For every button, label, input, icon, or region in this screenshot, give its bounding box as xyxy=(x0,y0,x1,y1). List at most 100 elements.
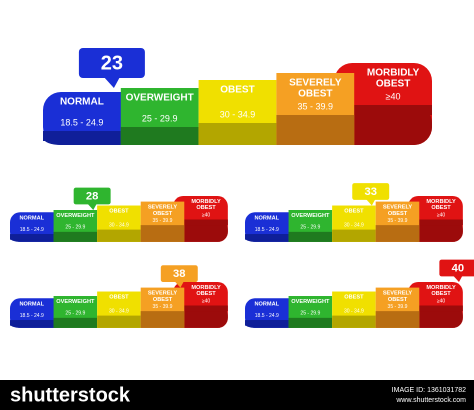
segment-shade xyxy=(120,127,199,145)
indicator-pointer xyxy=(366,199,376,206)
segment-label: OBEST xyxy=(431,205,451,211)
segment-label: MORBIDLY xyxy=(191,285,221,291)
segment-range: 25 - 29.9 xyxy=(142,113,178,123)
scale-segment: NORMAL 18.5 - 24.9 xyxy=(43,92,141,145)
segment-shade xyxy=(276,115,355,145)
segment-shade xyxy=(332,229,376,242)
segment-label: SEVERELY xyxy=(383,205,413,211)
segment-shade xyxy=(10,320,65,326)
segment-label: OBEST xyxy=(153,297,173,303)
segment-label: MORBIDLY xyxy=(191,199,221,205)
segment-label: MORBIDLY xyxy=(367,68,420,79)
scale-segment: NORMAL 18.5 - 24.9 xyxy=(10,298,65,328)
indicator-value: 40 xyxy=(452,263,464,275)
segment-range: ≥40 xyxy=(437,212,446,218)
segment-label: OBEST xyxy=(196,291,216,297)
scale-segment: NORMAL 18.5 - 24.9 xyxy=(245,212,300,242)
segment-label: OBEST xyxy=(431,291,451,297)
segment-range: 35 - 39.9 xyxy=(153,218,173,224)
segment-shade xyxy=(334,105,432,115)
segment-range: 30 - 34.9 xyxy=(220,109,256,119)
segment-shade xyxy=(288,231,333,242)
scale-segment: NORMAL 18.5 - 24.9 xyxy=(245,298,300,328)
segment-label: SEVERELY xyxy=(383,291,413,297)
segment-shade xyxy=(332,315,376,328)
indicator-pointer xyxy=(453,275,463,282)
scale-segment: OBEST 30 - 34.9 xyxy=(97,291,141,328)
segment-label: NORMAL xyxy=(60,97,104,108)
segment-label: OVERWEIGHT xyxy=(126,93,194,104)
segment-label: NORMAL xyxy=(255,215,280,221)
segment-range: 30 - 34.9 xyxy=(344,222,364,228)
segment-shade xyxy=(53,231,98,242)
segment-range: 18.5 - 24.9 xyxy=(255,227,279,233)
scale-segment: NORMAL 18.5 - 24.9 xyxy=(10,212,65,242)
segment-range: 25 - 29.9 xyxy=(300,311,320,317)
segment-shade xyxy=(43,131,141,141)
segment-shade xyxy=(408,219,463,242)
scale-segment: OBEST 30 - 34.9 xyxy=(198,80,277,145)
footer-url: www.shutterstock.com xyxy=(395,397,466,404)
segment-shade xyxy=(375,311,420,328)
segment-shade xyxy=(375,225,420,242)
segment-range: 30 - 34.9 xyxy=(344,308,364,314)
indicator-box xyxy=(160,265,198,282)
segment-range: ≥40 xyxy=(437,298,446,304)
segment-range: 18.5 - 24.9 xyxy=(255,313,279,319)
segment-label: OBEST xyxy=(376,79,410,90)
segment-label: NORMAL xyxy=(20,301,45,307)
segment-shade xyxy=(140,311,185,328)
scale-segment: OVERWEIGHT 25 - 29.9 xyxy=(53,296,98,328)
segment-label: OBEST xyxy=(220,85,254,96)
segment-label: NORMAL xyxy=(20,215,45,221)
segment-shade xyxy=(198,123,277,145)
segment-shade xyxy=(97,315,141,328)
segment-shade xyxy=(10,234,65,240)
segment-shade xyxy=(408,305,463,312)
segment-range: 30 - 34.9 xyxy=(109,308,129,314)
scale-segment: OVERWEIGHT 25 - 29.9 xyxy=(120,88,199,145)
segment-shade xyxy=(140,225,185,242)
indicator-box xyxy=(73,187,111,205)
scale-segment: OVERWEIGHT 25 - 29.9 xyxy=(288,296,333,328)
segment-range: 18.5 - 24.9 xyxy=(60,117,103,127)
segment-label: OBEST xyxy=(344,295,364,301)
segment-shade xyxy=(53,317,98,328)
indicator-value: 23 xyxy=(101,52,123,74)
indicator-pointer xyxy=(103,77,120,88)
segment-label: SEVERELY xyxy=(148,291,178,297)
segment-label: OBEST xyxy=(388,297,408,303)
segment-label: OBEST xyxy=(196,205,216,211)
scale-segment: OVERWEIGHT 25 - 29.9 xyxy=(288,210,333,242)
scale-segment: OBEST 30 - 34.9 xyxy=(332,205,376,242)
segment-range: 18.5 - 24.9 xyxy=(20,227,44,233)
segment-range: 30 - 34.9 xyxy=(109,222,129,228)
scale-segment: OBEST 30 - 34.9 xyxy=(332,291,376,328)
segment-label: OVERWEIGHT xyxy=(291,213,330,219)
indicator-pointer xyxy=(174,281,184,288)
segment-range: 25 - 29.9 xyxy=(65,225,85,231)
segment-label: OBEST xyxy=(109,209,129,215)
segment-range: 35 - 39.9 xyxy=(153,304,173,310)
segment-label: SEVERELY xyxy=(289,78,342,89)
segment-label: OBEST xyxy=(153,211,173,217)
indicator-value: 33 xyxy=(364,186,376,198)
segment-shade xyxy=(173,219,228,242)
indicator-box xyxy=(352,183,390,200)
segment-shade xyxy=(288,317,333,328)
indicator-box xyxy=(78,48,145,78)
segment-shade xyxy=(97,229,141,242)
segment-range: 18.5 - 24.9 xyxy=(20,313,44,319)
segment-label: OVERWEIGHT xyxy=(291,299,330,305)
segment-range: 35 - 39.9 xyxy=(298,101,334,111)
